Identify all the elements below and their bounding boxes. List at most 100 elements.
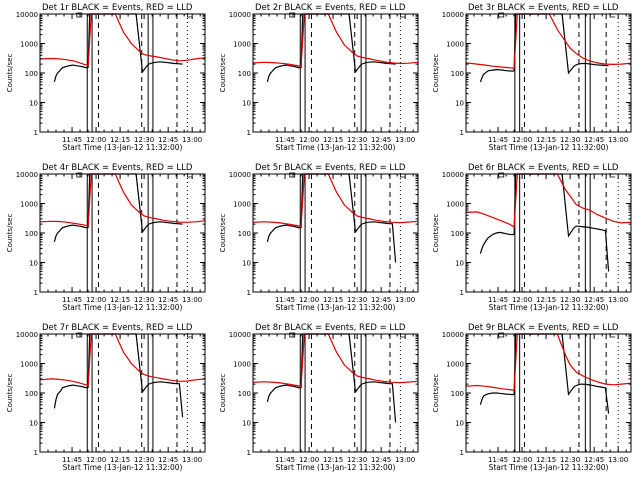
y-tick-label: 100 xyxy=(451,230,464,238)
lld-series-line xyxy=(39,13,206,67)
x-axis-label: Start Time (13-Jan-12 11:32:00) xyxy=(489,303,609,312)
x-tick-label: 11:45 xyxy=(275,296,295,304)
x-axis-label: Start Time (13-Jan-12 11:32:00) xyxy=(63,463,183,472)
x-tick-label: 12:45 xyxy=(158,296,178,304)
panel-title: Det 5r BLACK = Events, RED = LLD xyxy=(255,163,406,173)
x-tick-label: 12:00 xyxy=(86,456,106,464)
y-tick-label: 100 xyxy=(25,70,38,78)
x-tick-label: 12:30 xyxy=(347,136,367,144)
x-tick-label: 12:30 xyxy=(134,456,154,464)
y-axis-label: Counts/sec xyxy=(6,54,14,93)
y-tick-label: 10 xyxy=(242,100,251,108)
y-tick-label: 1 xyxy=(460,449,464,457)
x-tick-label: 12:00 xyxy=(299,456,319,464)
panel-det-7: Det 7r BLACK = Events, RED = LLD 1 10 100 10… xyxy=(6,323,206,472)
y-tick-label: 10000 xyxy=(229,11,251,19)
top-annotation-mark xyxy=(289,332,296,338)
panel-det-9: Det 9r BLACK = Events, RED = LLD 1 10 100 10… xyxy=(432,323,632,472)
y-tick-label: 1 xyxy=(34,129,38,137)
y-axis-label: Counts/sec xyxy=(219,214,227,253)
y-tick-label: 1 xyxy=(34,289,38,297)
y-tick-label: 100 xyxy=(451,390,464,398)
x-tick-label: 12:00 xyxy=(86,136,106,144)
x-tick-label: 12:15 xyxy=(110,136,130,144)
lld-series-line xyxy=(252,173,419,227)
y-tick-label: 10 xyxy=(242,420,251,428)
y-tick-label: 1 xyxy=(247,449,251,457)
x-axis-label: Start Time (13-Jan-12 11:32:00) xyxy=(63,303,183,312)
panel-det-6: Det 6r BLACK = Events, RED = LLD 1 10 100 10… xyxy=(432,163,632,312)
panel-title: Det 2r BLACK = Events, RED = LLD xyxy=(255,3,406,13)
x-tick-label: 12:00 xyxy=(299,296,319,304)
y-axis-label: Counts/sec xyxy=(6,214,14,253)
x-tick-label: 12:15 xyxy=(323,456,343,464)
panel-title: Det 3r BLACK = Events, RED = LLD xyxy=(468,3,619,13)
x-axis-label: Start Time (13-Jan-12 11:32:00) xyxy=(276,463,396,472)
y-tick-label: 1000 xyxy=(233,201,251,209)
x-tick-label: 11:45 xyxy=(275,456,295,464)
y-tick-label: 1 xyxy=(460,129,464,137)
x-tick-label: 12:15 xyxy=(110,456,130,464)
top-annotation-mark xyxy=(498,12,505,18)
y-tick-label: 1000 xyxy=(233,41,251,49)
lld-series-line xyxy=(252,333,419,387)
y-tick-label: 10000 xyxy=(442,171,464,179)
x-tick-label: 12:45 xyxy=(371,296,391,304)
x-tick-label: 13:00 xyxy=(395,136,415,144)
y-tick-label: 10 xyxy=(455,260,464,268)
x-tick-label: 12:00 xyxy=(299,136,319,144)
panel-title: Det 4r BLACK = Events, RED = LLD xyxy=(42,163,193,173)
panel-title: Det 6r BLACK = Events, RED = LLD xyxy=(468,163,619,173)
y-tick-label: 10000 xyxy=(16,11,38,19)
y-axis-label: Counts/sec xyxy=(432,54,440,93)
top-annotation-mark xyxy=(76,332,83,338)
y-tick-label: 10 xyxy=(455,100,464,108)
y-tick-label: 1 xyxy=(34,449,38,457)
x-tick-label: 12:45 xyxy=(584,136,604,144)
y-tick-label: 1000 xyxy=(20,361,38,369)
panel-det-5: Det 5r BLACK = Events, RED = LLD 1 10 100 10… xyxy=(219,163,419,312)
x-tick-label: 12:45 xyxy=(371,456,391,464)
y-tick-label: 10 xyxy=(455,420,464,428)
x-axis-label: Start Time (13-Jan-12 11:32:00) xyxy=(63,143,183,152)
y-tick-label: 100 xyxy=(238,390,251,398)
y-axis-label: Counts/sec xyxy=(219,374,227,413)
x-tick-label: 11:45 xyxy=(62,456,82,464)
x-tick-label: 12:00 xyxy=(86,296,106,304)
x-tick-label: 12:30 xyxy=(560,456,580,464)
x-tick-label: 11:45 xyxy=(62,296,82,304)
panel-title: Det 8r BLACK = Events, RED = LLD xyxy=(255,323,406,333)
y-tick-label: 1 xyxy=(460,289,464,297)
x-tick-label: 13:00 xyxy=(182,456,202,464)
x-tick-label: 12:45 xyxy=(158,136,178,144)
y-tick-label: 100 xyxy=(238,70,251,78)
y-tick-label: 1000 xyxy=(446,201,464,209)
y-tick-label: 100 xyxy=(25,390,38,398)
y-tick-label: 1000 xyxy=(233,361,251,369)
x-tick-label: 11:45 xyxy=(275,136,295,144)
x-tick-label: 12:45 xyxy=(371,136,391,144)
top-annotation-mark xyxy=(289,172,296,178)
x-tick-label: 12:45 xyxy=(584,456,604,464)
top-annotation-mark xyxy=(76,12,83,18)
x-tick-label: 12:15 xyxy=(536,296,556,304)
x-tick-label: 13:00 xyxy=(608,296,628,304)
panel-title: Det 9r BLACK = Events, RED = LLD xyxy=(468,323,619,333)
y-tick-label: 10000 xyxy=(16,171,38,179)
y-tick-label: 100 xyxy=(238,230,251,238)
x-axis-label: Start Time (13-Jan-12 11:32:00) xyxy=(489,143,609,152)
x-tick-label: 12:15 xyxy=(110,296,130,304)
x-tick-label: 12:15 xyxy=(536,136,556,144)
x-tick-label: 12:45 xyxy=(584,296,604,304)
top-annotation-mark xyxy=(498,332,505,338)
x-tick-label: 13:00 xyxy=(182,296,202,304)
y-tick-label: 10 xyxy=(242,260,251,268)
x-tick-label: 11:45 xyxy=(62,136,82,144)
y-tick-label: 10 xyxy=(29,100,38,108)
x-tick-label: 13:00 xyxy=(608,136,628,144)
x-tick-label: 12:30 xyxy=(347,296,367,304)
x-tick-label: 11:45 xyxy=(488,296,508,304)
x-tick-label: 13:00 xyxy=(395,456,415,464)
panel-title: Det 7r BLACK = Events, RED = LLD xyxy=(42,323,193,333)
